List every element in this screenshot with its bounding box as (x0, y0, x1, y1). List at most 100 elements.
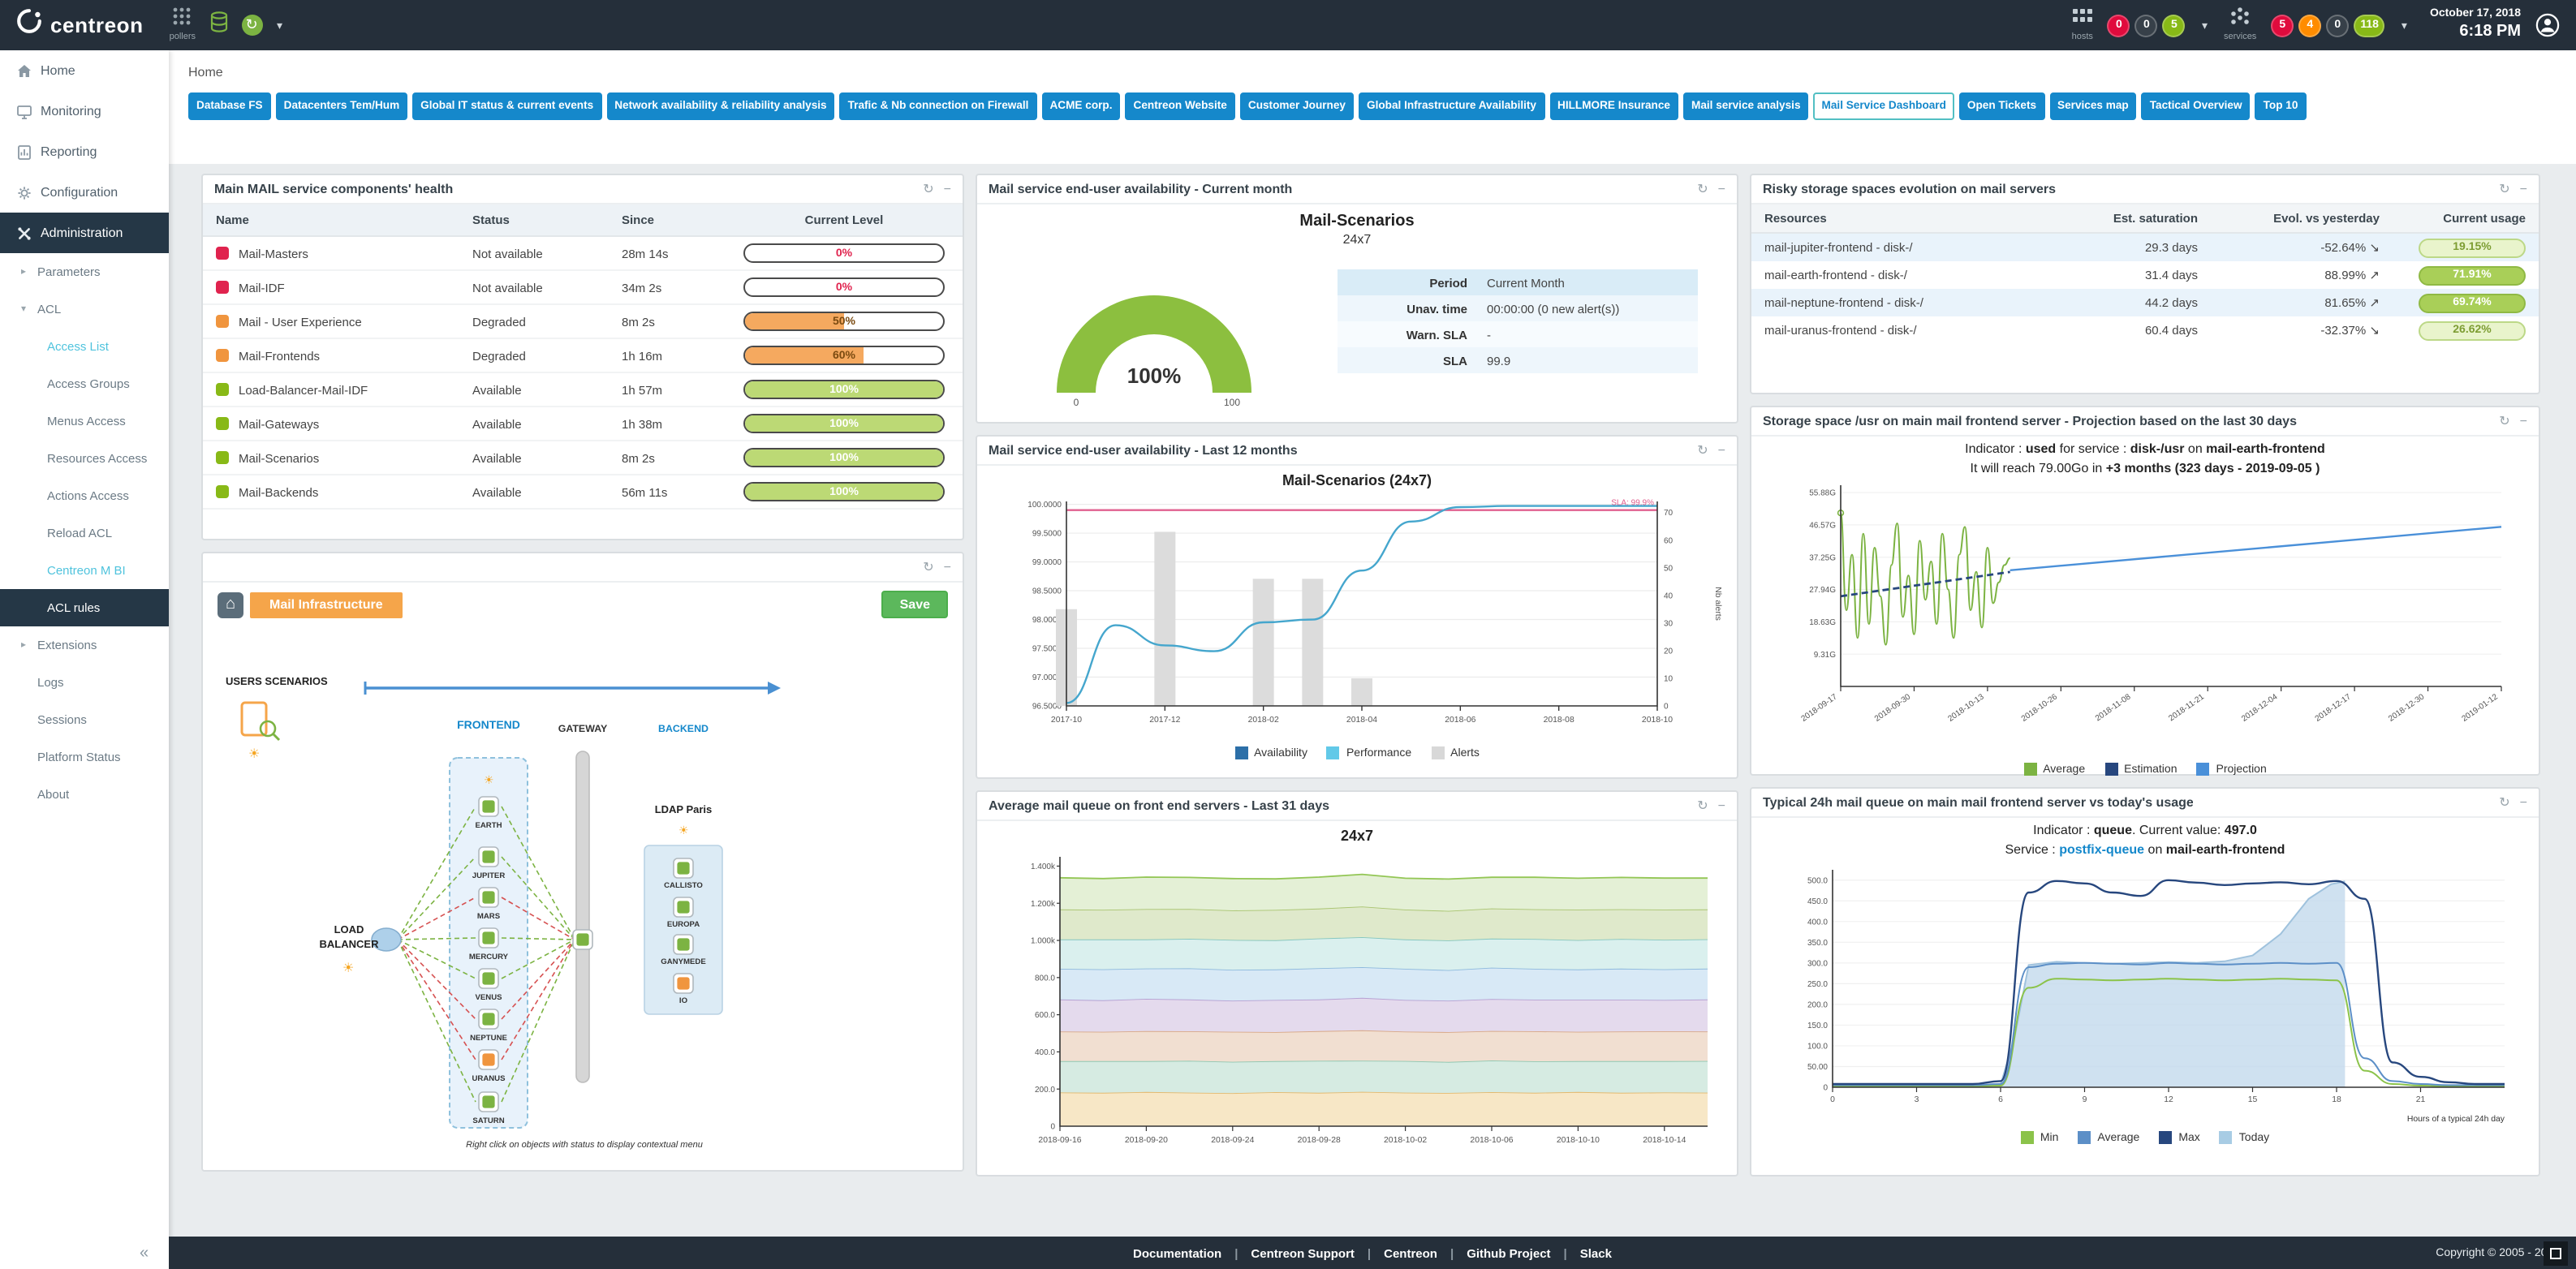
home-icon[interactable]: ⌂ (218, 591, 243, 617)
tab-centreon-website[interactable]: Centreon Website (1126, 92, 1235, 120)
legend-item[interactable]: Average (2078, 1131, 2139, 1144)
infrastructure-label[interactable]: Mail Infrastructure (250, 591, 403, 617)
sidebar-subitem-acl[interactable]: ▾ACL (0, 290, 169, 328)
table-row[interactable]: Mail-BackendsAvailable56m 11s100% (203, 475, 963, 510)
services-status[interactable]: services (2224, 7, 2256, 44)
table-row[interactable]: Mail-IDFNot available34m 2s0% (203, 271, 963, 305)
sidebar-subitem-access-groups[interactable]: Access Groups (0, 365, 169, 402)
sidebar-subitem-about[interactable]: About (0, 776, 169, 813)
refresh-icon[interactable]: ↻ (923, 560, 933, 574)
table-row[interactable]: mail-neptune-frontend - disk-/44.2 days8… (1751, 289, 2539, 316)
minimize-icon[interactable]: − (944, 182, 951, 196)
tab-hillmore-insurance[interactable]: HILLMORE Insurance (1549, 92, 1678, 120)
user-avatar[interactable] (2535, 13, 2560, 37)
hosts-badge-1[interactable]: 0 (2135, 14, 2158, 37)
sidebar-subitem-parameters[interactable]: ▸Parameters (0, 253, 169, 290)
services-badge-3[interactable]: 118 (2354, 14, 2385, 37)
refresh-status-icon[interactable]: ↻ (241, 15, 262, 36)
footer-link-slack[interactable]: Slack (1580, 1245, 1612, 1260)
services-badge-1[interactable]: 4 (2298, 14, 2321, 37)
save-button[interactable]: Save (882, 591, 948, 618)
fullscreen-toggle[interactable] (2544, 1241, 2568, 1266)
sidebar-subitem-acl-rules[interactable]: ACL rules (0, 589, 169, 626)
sidebar-subitem-actions-access[interactable]: Actions Access (0, 477, 169, 514)
tab-global-infrastructure-availability[interactable]: Global Infrastructure Availability (1359, 92, 1544, 120)
refresh-icon[interactable]: ↻ (923, 182, 933, 196)
tab-mail-service-dashboard[interactable]: Mail Service Dashboard (1814, 92, 1954, 120)
legend-item[interactable]: Alerts (1431, 746, 1480, 759)
tab-open-tickets[interactable]: Open Tickets (1959, 92, 2044, 120)
table-row[interactable]: Mail-ScenariosAvailable8m 2s100% (203, 441, 963, 475)
tab-network-availability-reliability-analysis[interactable]: Network availability & reliability analy… (606, 92, 834, 120)
sidebar-subitem-platform-status[interactable]: Platform Status (0, 738, 169, 776)
minimize-icon[interactable]: − (944, 560, 951, 574)
tab-datacenters-tem-hum[interactable]: Datacenters Tem/Hum (276, 92, 408, 120)
pollers-status[interactable]: pollers (170, 7, 196, 44)
sidebar-item-monitoring[interactable]: Monitoring (0, 91, 169, 131)
minimize-icon[interactable]: − (2520, 182, 2527, 196)
minimize-icon[interactable]: − (2520, 414, 2527, 428)
legend-item[interactable]: Min (2021, 1131, 2059, 1144)
minimize-icon[interactable]: − (1718, 798, 1725, 813)
chevron-down-icon[interactable]: ▾ (2400, 19, 2409, 32)
refresh-icon[interactable]: ↻ (1697, 798, 1708, 813)
sidebar-subitem-reload-acl[interactable]: Reload ACL (0, 514, 169, 552)
minimize-icon[interactable]: − (2520, 795, 2527, 810)
legend-item[interactable]: Projection (2197, 763, 2267, 776)
refresh-icon[interactable]: ↻ (2499, 182, 2509, 196)
hosts-badge-2[interactable]: 5 (2163, 14, 2186, 37)
table-row[interactable]: mail-earth-frontend - disk-/31.4 days88.… (1751, 261, 2539, 289)
minimize-icon[interactable]: − (1718, 443, 1725, 458)
database-status-icon[interactable] (209, 11, 228, 40)
legend-item[interactable]: Today (2220, 1131, 2269, 1144)
chevron-down-icon[interactable]: ▾ (2200, 19, 2209, 32)
tab-acme-corp[interactable]: ACME corp. (1041, 92, 1120, 120)
tab-customer-journey[interactable]: Customer Journey (1240, 92, 1354, 120)
services-badge-0[interactable]: 5 (2271, 14, 2294, 37)
sidebar-subitem-access-list[interactable]: Access List (0, 328, 169, 365)
table-row[interactable]: mail-jupiter-frontend - disk-/29.3 days-… (1751, 234, 2539, 261)
legend-item[interactable]: Max (2159, 1131, 2199, 1144)
table-row[interactable]: Mail-FrontendsDegraded1h 16m60% (203, 339, 963, 373)
sidebar-item-reporting[interactable]: Reporting (0, 131, 169, 172)
hosts-status[interactable]: hosts (2072, 7, 2093, 44)
sidebar-item-home[interactable]: Home (0, 50, 169, 91)
services-badge-2[interactable]: 0 (2326, 14, 2349, 37)
table-row[interactable]: Mail-GatewaysAvailable1h 38m100% (203, 407, 963, 441)
footer-link-github-project[interactable]: Github Project (1467, 1245, 1550, 1260)
sidebar-subitem-resources-access[interactable]: Resources Access (0, 440, 169, 477)
sidebar-item-administration[interactable]: Administration (0, 213, 169, 253)
sidebar-subitem-logs[interactable]: Logs (0, 664, 169, 701)
legend-item[interactable]: Estimation (2104, 763, 2177, 776)
tab-services-map[interactable]: Services map (2049, 92, 2137, 120)
sidebar-subitem-extensions[interactable]: ▸Extensions (0, 626, 169, 664)
sidebar-item-configuration[interactable]: Configuration (0, 172, 169, 213)
table-row[interactable]: mail-uranus-frontend - disk-/60.4 days-3… (1751, 316, 2539, 344)
tab-top-10[interactable]: Top 10 (2255, 92, 2307, 120)
tab-tactical-overview[interactable]: Tactical Overview (2142, 92, 2251, 120)
sidebar-subitem-menus-access[interactable]: Menus Access (0, 402, 169, 440)
tab-global-it-status-current-events[interactable]: Global IT status & current events (412, 92, 601, 120)
refresh-icon[interactable]: ↻ (1697, 443, 1708, 458)
legend-item[interactable]: Availability (1234, 746, 1307, 759)
sidebar-subitem-centreon-m-bi[interactable]: Centreon M BI (0, 552, 169, 589)
refresh-icon[interactable]: ↻ (2499, 414, 2509, 428)
table-row[interactable]: Mail - User ExperienceDegraded8m 2s50% (203, 305, 963, 339)
minimize-icon[interactable]: − (1718, 182, 1725, 196)
table-row[interactable]: Mail-MastersNot available28m 14s0% (203, 237, 963, 271)
refresh-icon[interactable]: ↻ (1697, 182, 1708, 196)
hosts-badge-0[interactable]: 0 (2108, 14, 2130, 37)
footer-link-centreon-support[interactable]: Centreon Support (1251, 1245, 1355, 1260)
sidebar-collapse-button[interactable]: « (140, 1245, 149, 1263)
sidebar-subitem-sessions[interactable]: Sessions (0, 701, 169, 738)
tab-mail-service-analysis[interactable]: Mail service analysis (1683, 92, 1809, 120)
infrastructure-diagram[interactable]: USERS SCENARIOS☀FRONTENDGATEWAYBACKEND☀L… (203, 631, 963, 1170)
tab-database-fs[interactable]: Database FS (188, 92, 271, 120)
refresh-icon[interactable]: ↻ (2499, 795, 2509, 810)
centreon-logo[interactable]: centreon (0, 8, 170, 42)
chevron-down-icon[interactable]: ▾ (275, 19, 284, 32)
tab-trafic-nb-connection-on-firewall[interactable]: Trafic & Nb connection on Firewall (840, 92, 1037, 120)
footer-link-documentation[interactable]: Documentation (1133, 1245, 1221, 1260)
breadcrumb[interactable]: Home (169, 50, 2576, 89)
legend-item[interactable]: Average (2023, 763, 2085, 776)
